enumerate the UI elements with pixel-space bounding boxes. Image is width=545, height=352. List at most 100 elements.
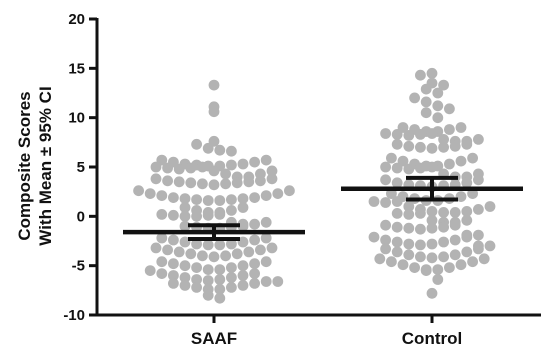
data-point-saaf <box>191 274 203 285</box>
data-point-saaf <box>191 210 203 222</box>
data-point-saaf <box>226 282 237 293</box>
data-point-control <box>391 162 403 174</box>
data-point-control <box>403 130 415 141</box>
data-point-control <box>403 209 415 220</box>
data-point-saaf <box>202 289 214 301</box>
data-point-saaf <box>168 209 179 221</box>
data-point-saaf <box>237 260 249 272</box>
points-layer <box>133 67 496 304</box>
y-tick-label: 10 <box>68 110 85 127</box>
data-point-control <box>391 177 403 189</box>
data-point-control <box>432 100 444 112</box>
data-point-control <box>420 83 432 95</box>
data-point-saaf <box>249 268 260 279</box>
data-point-control <box>444 103 455 115</box>
data-point-saaf <box>226 238 237 250</box>
data-point-control <box>380 161 391 173</box>
data-point-saaf <box>266 173 278 185</box>
data-point-control <box>420 265 432 276</box>
data-point-saaf <box>214 292 226 304</box>
data-point-control <box>391 138 403 150</box>
data-point-control <box>467 152 478 164</box>
data-point-control <box>403 163 415 175</box>
y-tick-label: 15 <box>68 60 85 77</box>
data-point-saaf <box>179 210 191 222</box>
data-point-saaf <box>226 159 237 171</box>
data-point-saaf <box>179 193 191 205</box>
data-point-saaf <box>162 162 174 174</box>
data-point-saaf <box>191 238 203 250</box>
data-point-saaf <box>243 246 255 258</box>
y-tick-label: 0 <box>77 208 85 225</box>
y-tick-label: -5 <box>72 258 85 275</box>
data-point-control <box>444 262 455 273</box>
data-point-control <box>397 259 409 271</box>
stats-layer <box>123 175 523 242</box>
data-point-control <box>391 246 403 258</box>
data-point-control <box>368 196 380 207</box>
data-point-saaf <box>179 280 191 291</box>
data-point-control <box>426 142 438 154</box>
data-point-saaf <box>156 268 168 279</box>
data-point-saaf <box>191 194 203 206</box>
data-point-saaf <box>208 179 220 191</box>
data-point-saaf <box>237 193 249 205</box>
data-point-saaf <box>237 236 249 248</box>
data-point-control <box>368 231 380 243</box>
y-axis-title-line-1: Composite Scores <box>15 91 34 240</box>
data-point-saaf <box>202 209 214 221</box>
data-point-saaf <box>255 175 266 187</box>
data-point-control <box>403 201 415 212</box>
data-point-control <box>444 158 455 170</box>
data-point-saaf <box>214 274 226 285</box>
data-point-control <box>426 238 438 250</box>
data-point-control <box>386 256 397 268</box>
data-point-control <box>432 274 444 285</box>
data-point-control <box>415 69 426 81</box>
data-point-saaf <box>202 239 214 251</box>
data-point-saaf <box>202 275 214 286</box>
data-point-control <box>409 262 420 273</box>
data-point-saaf <box>162 175 174 187</box>
data-point-control <box>449 234 461 246</box>
data-point-control <box>415 141 426 153</box>
data-point-control <box>415 223 426 235</box>
data-point-saaf <box>214 195 226 206</box>
data-point-control <box>473 174 484 186</box>
data-point-saaf <box>202 195 214 206</box>
data-point-saaf <box>208 79 220 91</box>
data-point-control <box>455 259 467 271</box>
data-point-saaf <box>266 242 278 254</box>
data-point-control <box>380 128 391 139</box>
data-point-control <box>420 107 432 119</box>
data-point-control <box>391 196 403 207</box>
data-point-saaf <box>214 264 226 275</box>
data-point-saaf <box>162 244 174 256</box>
data-point-saaf <box>197 250 208 262</box>
data-point-saaf <box>226 145 237 157</box>
data-point-saaf <box>202 142 214 154</box>
data-point-control <box>461 177 473 189</box>
data-point-control <box>426 252 438 264</box>
data-point-saaf <box>249 156 260 168</box>
data-point-control <box>374 253 386 265</box>
data-point-saaf <box>179 272 191 283</box>
data-point-saaf <box>144 265 156 276</box>
data-point-control <box>403 140 415 152</box>
data-point-saaf <box>214 239 226 251</box>
data-point-control <box>461 214 473 226</box>
data-point-control <box>391 236 403 248</box>
data-point-control <box>415 251 426 263</box>
data-point-saaf <box>150 173 162 185</box>
data-point-saaf <box>185 248 197 260</box>
data-point-control <box>420 96 432 108</box>
data-point-control <box>380 234 391 246</box>
data-point-control <box>461 138 473 150</box>
data-point-control <box>473 243 484 255</box>
data-point-saaf <box>168 278 179 289</box>
data-point-saaf <box>237 158 249 170</box>
data-point-saaf <box>260 216 272 228</box>
data-point-control <box>438 251 449 263</box>
